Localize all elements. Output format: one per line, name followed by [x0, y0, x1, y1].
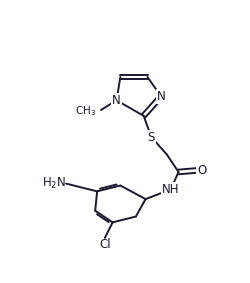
Text: NH: NH [162, 183, 180, 196]
Text: H$_2$N: H$_2$N [42, 176, 66, 191]
Text: Cl: Cl [99, 238, 111, 251]
Text: CH$_3$: CH$_3$ [75, 104, 96, 118]
Text: N: N [157, 90, 166, 103]
Text: O: O [197, 164, 206, 177]
Text: N: N [112, 94, 121, 107]
Text: S: S [148, 130, 155, 143]
